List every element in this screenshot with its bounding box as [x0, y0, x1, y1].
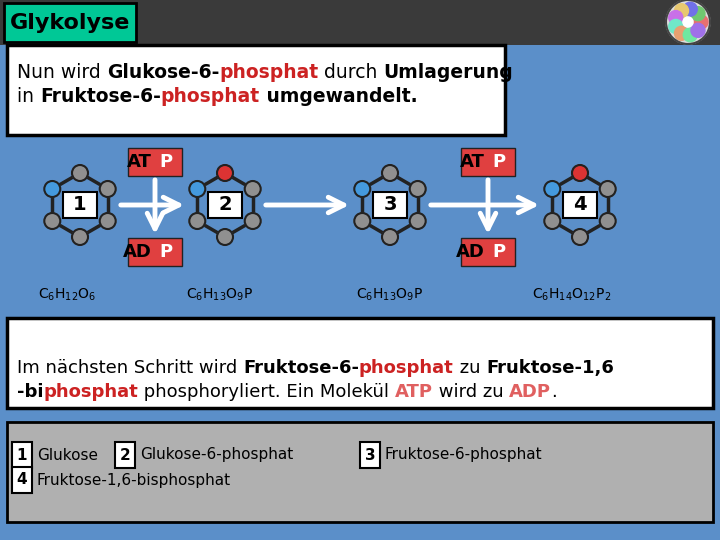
Circle shape [45, 181, 60, 197]
Bar [4, 3, 136, 42]
Circle shape [683, 28, 697, 42]
Text: P: P [492, 153, 505, 171]
Text: phosphat: phosphat [219, 63, 318, 82]
Text: Nun wird: Nun wird [17, 63, 107, 82]
Circle shape [217, 165, 233, 181]
Bar [12, 442, 32, 468]
Text: P: P [492, 243, 505, 261]
Text: phosphat: phosphat [359, 359, 454, 377]
Circle shape [99, 181, 116, 197]
Text: 1: 1 [17, 448, 27, 462]
Text: C$_6$H$_{13}$O$_9$P: C$_6$H$_{13}$O$_9$P [356, 287, 423, 303]
Text: 3: 3 [365, 448, 375, 462]
Bar [373, 192, 407, 218]
Circle shape [572, 229, 588, 245]
Text: AD: AD [123, 243, 152, 261]
Bar [12, 467, 32, 493]
Bar [461, 238, 515, 266]
Text: Fruktose-1,6-bisphosphat: Fruktose-1,6-bisphosphat [37, 472, 231, 488]
Text: Fruktose-6-: Fruktose-6- [243, 359, 359, 377]
Text: AT: AT [127, 153, 152, 171]
Circle shape [354, 213, 370, 229]
Bar [63, 192, 97, 218]
Circle shape [99, 213, 116, 229]
Circle shape [675, 26, 688, 40]
Text: Glukose-6-phosphat: Glukose-6-phosphat [140, 448, 293, 462]
Circle shape [691, 23, 705, 37]
Text: .: . [552, 383, 557, 401]
Text: C$_6$H$_{12}$O$_6$: C$_6$H$_{12}$O$_6$ [38, 287, 96, 303]
Circle shape [382, 165, 398, 181]
Circle shape [600, 213, 616, 229]
Text: Im nächsten Schritt wird: Im nächsten Schritt wird [17, 359, 243, 377]
Text: Glykolyse: Glykolyse [10, 13, 130, 33]
Circle shape [410, 213, 426, 229]
Text: zu: zu [454, 359, 486, 377]
Text: -bi: -bi [17, 383, 43, 401]
Circle shape [72, 229, 88, 245]
Text: umgewandelt.: umgewandelt. [260, 86, 418, 105]
Text: Umlagerung: Umlagerung [384, 63, 513, 82]
Circle shape [666, 0, 710, 44]
Circle shape [669, 19, 683, 33]
Bar [7, 422, 713, 522]
Text: phosphoryliert. Ein Molekül: phosphoryliert. Ein Molekül [138, 383, 395, 401]
Circle shape [691, 6, 705, 21]
Bar [461, 148, 515, 176]
Text: Glukose-6-: Glukose-6- [107, 63, 219, 82]
Circle shape [669, 11, 683, 24]
Text: AD: AD [456, 243, 485, 261]
Bar [7, 45, 505, 135]
Circle shape [217, 229, 233, 245]
Text: C$_6$H$_{14}$O$_{12}$P$_2$: C$_6$H$_{14}$O$_{12}$P$_2$ [532, 287, 612, 303]
Bar [208, 192, 242, 218]
Circle shape [544, 181, 560, 197]
Text: Fruktose-6-phosphat: Fruktose-6-phosphat [385, 448, 543, 462]
Circle shape [45, 213, 60, 229]
Circle shape [572, 165, 588, 181]
Circle shape [72, 165, 88, 181]
Text: P: P [159, 153, 173, 171]
Circle shape [245, 213, 261, 229]
Bar [563, 192, 597, 218]
Text: ADP: ADP [509, 383, 552, 401]
Text: AT: AT [460, 153, 485, 171]
Text: 2: 2 [120, 448, 130, 462]
Text: Fruktose-1,6: Fruktose-1,6 [486, 359, 614, 377]
Text: in: in [17, 86, 40, 105]
Bar [115, 442, 135, 468]
Bar [0, 0, 720, 45]
Text: C$_6$H$_{13}$O$_9$P: C$_6$H$_{13}$O$_9$P [186, 287, 253, 303]
Bar [128, 148, 182, 176]
Bar [7, 318, 713, 408]
Text: 4: 4 [573, 195, 587, 214]
Circle shape [675, 4, 688, 18]
Circle shape [189, 213, 205, 229]
Text: 3: 3 [383, 195, 397, 214]
Circle shape [189, 181, 205, 197]
Text: 4: 4 [17, 472, 27, 488]
Bar [360, 442, 380, 468]
Text: P: P [159, 243, 173, 261]
Text: phosphat: phosphat [161, 86, 260, 105]
Circle shape [410, 181, 426, 197]
Circle shape [354, 181, 370, 197]
Text: Fruktose-6-: Fruktose-6- [40, 86, 161, 105]
Circle shape [382, 229, 398, 245]
Text: wird zu: wird zu [433, 383, 509, 401]
Text: 1: 1 [73, 195, 87, 214]
Circle shape [683, 2, 697, 16]
Text: 2: 2 [218, 195, 232, 214]
Circle shape [544, 213, 560, 229]
Circle shape [245, 181, 261, 197]
Text: Glukose: Glukose [37, 448, 98, 462]
Text: durch: durch [318, 63, 384, 82]
Text: ATP: ATP [395, 383, 433, 401]
Circle shape [694, 15, 708, 29]
Circle shape [683, 17, 693, 27]
Text: phosphat: phosphat [43, 383, 138, 401]
Circle shape [600, 181, 616, 197]
Bar [128, 238, 182, 266]
